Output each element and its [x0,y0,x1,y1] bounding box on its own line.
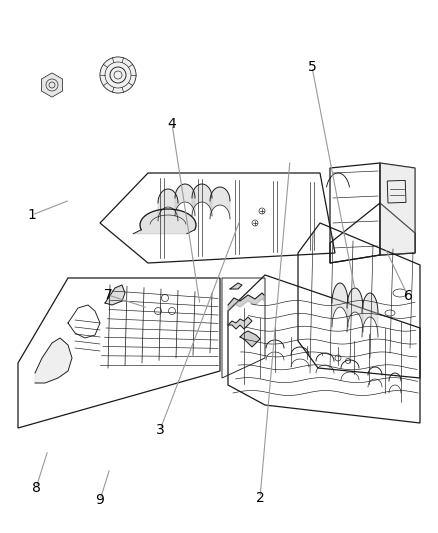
Polygon shape [192,184,212,216]
Text: 7: 7 [104,288,113,302]
Bar [387,180,406,203]
Circle shape [100,57,136,93]
Text: 8: 8 [32,481,40,495]
Text: 3: 3 [155,423,164,437]
Text: 6: 6 [403,289,413,303]
Polygon shape [332,283,348,327]
Polygon shape [228,293,264,311]
Polygon shape [175,184,195,216]
Polygon shape [240,331,260,347]
Polygon shape [362,293,378,337]
Polygon shape [35,338,72,383]
Polygon shape [210,187,230,219]
Text: 2: 2 [256,491,265,505]
Text: 1: 1 [28,208,36,222]
Polygon shape [133,209,196,234]
Polygon shape [158,189,178,221]
Polygon shape [347,288,363,332]
Polygon shape [230,283,242,289]
Polygon shape [105,285,125,305]
Polygon shape [380,163,415,255]
Text: 4: 4 [168,117,177,131]
Text: 9: 9 [95,493,104,507]
Polygon shape [228,317,252,329]
Text: 5: 5 [307,60,316,74]
Polygon shape [42,73,62,97]
